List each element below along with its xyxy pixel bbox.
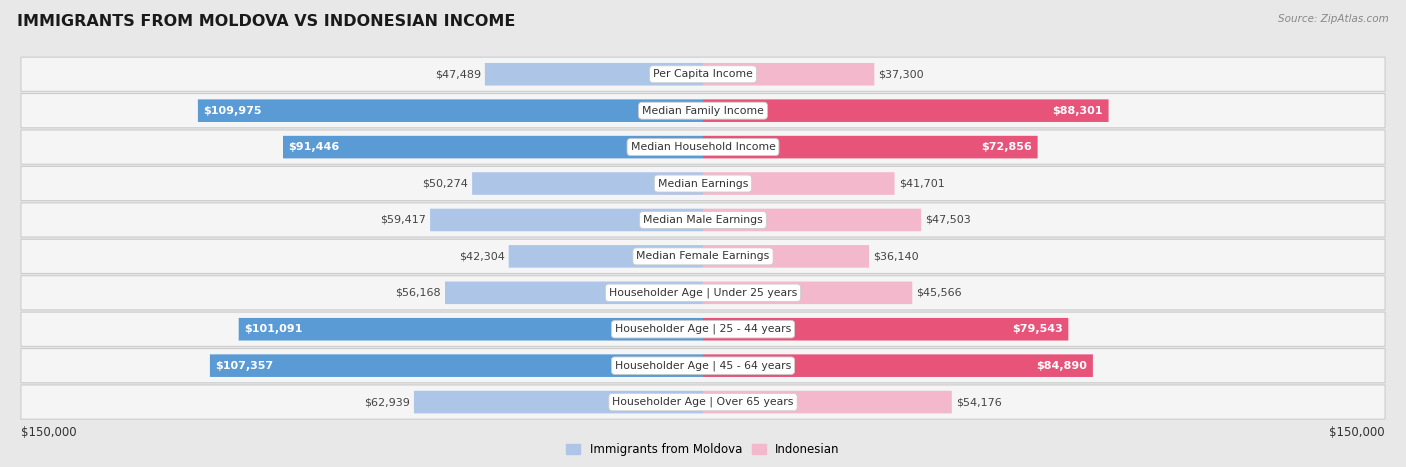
Text: $56,168: $56,168	[395, 288, 441, 298]
Text: Median Male Earnings: Median Male Earnings	[643, 215, 763, 225]
Text: Householder Age | Under 25 years: Householder Age | Under 25 years	[609, 288, 797, 298]
Text: $150,000: $150,000	[21, 426, 76, 439]
FancyBboxPatch shape	[703, 63, 875, 85]
FancyBboxPatch shape	[21, 57, 1385, 92]
Text: $101,091: $101,091	[245, 324, 302, 334]
Text: $91,446: $91,446	[288, 142, 340, 152]
FancyBboxPatch shape	[209, 354, 703, 377]
FancyBboxPatch shape	[239, 318, 703, 340]
FancyBboxPatch shape	[283, 136, 703, 158]
Text: $41,701: $41,701	[898, 178, 945, 189]
Text: Householder Age | 25 - 44 years: Householder Age | 25 - 44 years	[614, 324, 792, 334]
FancyBboxPatch shape	[703, 172, 894, 195]
FancyBboxPatch shape	[21, 203, 1385, 237]
FancyBboxPatch shape	[703, 99, 1108, 122]
FancyBboxPatch shape	[413, 391, 703, 413]
FancyBboxPatch shape	[21, 239, 1385, 274]
FancyBboxPatch shape	[21, 385, 1385, 419]
Text: Median Female Earnings: Median Female Earnings	[637, 251, 769, 262]
FancyBboxPatch shape	[485, 63, 703, 85]
FancyBboxPatch shape	[21, 130, 1385, 164]
FancyBboxPatch shape	[509, 245, 703, 268]
Text: $84,890: $84,890	[1036, 361, 1087, 371]
Text: Median Family Income: Median Family Income	[643, 106, 763, 116]
FancyBboxPatch shape	[703, 245, 869, 268]
FancyBboxPatch shape	[703, 136, 1038, 158]
Legend: Immigrants from Moldova, Indonesian: Immigrants from Moldova, Indonesian	[561, 439, 845, 461]
Text: Per Capita Income: Per Capita Income	[652, 69, 754, 79]
FancyBboxPatch shape	[472, 172, 703, 195]
Text: $79,543: $79,543	[1012, 324, 1063, 334]
FancyBboxPatch shape	[21, 348, 1385, 383]
Text: Householder Age | 45 - 64 years: Householder Age | 45 - 64 years	[614, 361, 792, 371]
FancyBboxPatch shape	[430, 209, 703, 231]
Text: IMMIGRANTS FROM MOLDOVA VS INDONESIAN INCOME: IMMIGRANTS FROM MOLDOVA VS INDONESIAN IN…	[17, 14, 515, 29]
Text: $88,301: $88,301	[1053, 106, 1104, 116]
FancyBboxPatch shape	[198, 99, 703, 122]
Text: $45,566: $45,566	[917, 288, 962, 298]
FancyBboxPatch shape	[21, 312, 1385, 347]
Text: $109,975: $109,975	[204, 106, 262, 116]
FancyBboxPatch shape	[703, 282, 912, 304]
Text: $107,357: $107,357	[215, 361, 274, 371]
FancyBboxPatch shape	[21, 93, 1385, 128]
FancyBboxPatch shape	[703, 391, 952, 413]
Text: Source: ZipAtlas.com: Source: ZipAtlas.com	[1278, 14, 1389, 24]
FancyBboxPatch shape	[703, 209, 921, 231]
Text: $37,300: $37,300	[879, 69, 924, 79]
FancyBboxPatch shape	[21, 166, 1385, 201]
Text: Householder Age | Over 65 years: Householder Age | Over 65 years	[612, 397, 794, 407]
Text: $42,304: $42,304	[458, 251, 505, 262]
Text: $47,503: $47,503	[925, 215, 972, 225]
FancyBboxPatch shape	[446, 282, 703, 304]
Text: Median Earnings: Median Earnings	[658, 178, 748, 189]
Text: $150,000: $150,000	[1330, 426, 1385, 439]
Text: $36,140: $36,140	[873, 251, 918, 262]
Text: $59,417: $59,417	[380, 215, 426, 225]
FancyBboxPatch shape	[703, 318, 1069, 340]
FancyBboxPatch shape	[21, 276, 1385, 310]
Text: Median Household Income: Median Household Income	[630, 142, 776, 152]
Text: $50,274: $50,274	[422, 178, 468, 189]
FancyBboxPatch shape	[703, 354, 1092, 377]
Text: $47,489: $47,489	[434, 69, 481, 79]
Text: $54,176: $54,176	[956, 397, 1001, 407]
Text: $62,939: $62,939	[364, 397, 409, 407]
Text: $72,856: $72,856	[981, 142, 1032, 152]
